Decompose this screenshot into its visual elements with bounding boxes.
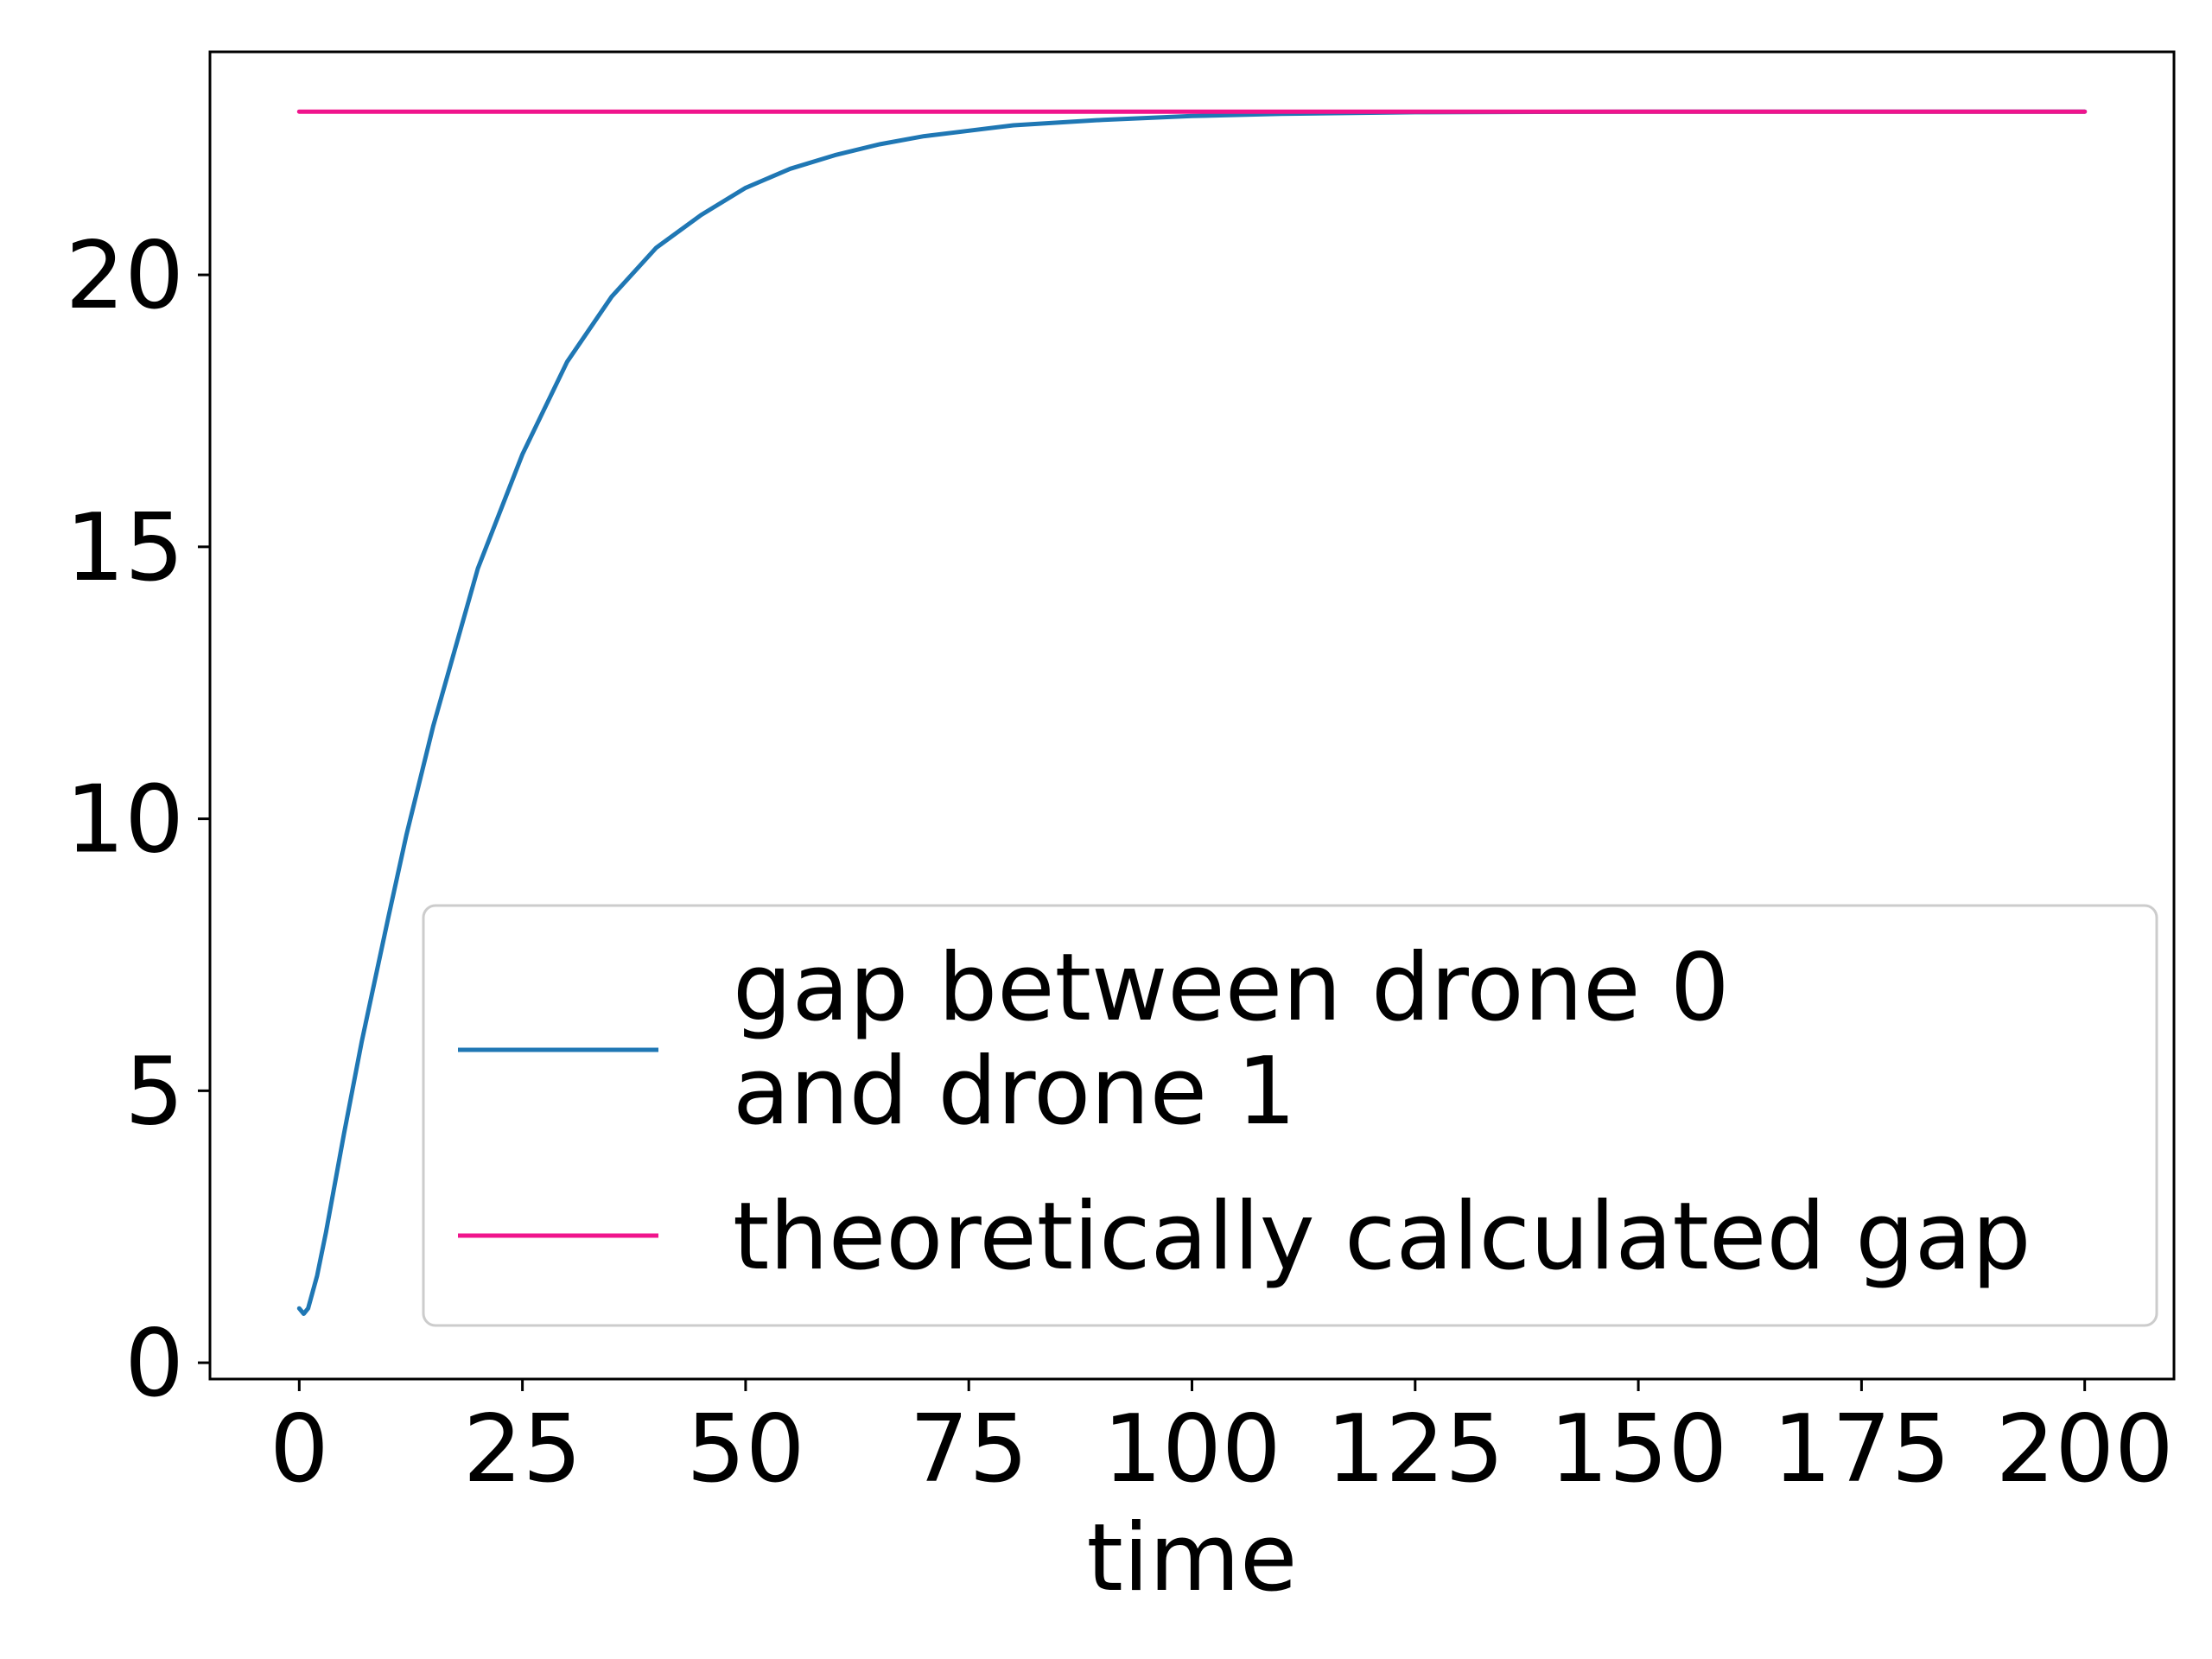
y-tick-label: 0 (124, 1310, 184, 1418)
series-line-0 (296, 109, 2088, 1316)
x-tick-label: 125 (1326, 1395, 1504, 1503)
y-tick-label: 5 (124, 1038, 184, 1146)
legend-label-0: and drone 1 (733, 1038, 1296, 1146)
x-tick-label: 75 (909, 1395, 1027, 1503)
y-tick-label: 15 (66, 494, 184, 602)
x-tick-label: 50 (686, 1395, 804, 1503)
series-layer (296, 109, 2088, 1316)
x-tick-label: 150 (1549, 1395, 1727, 1503)
ticks-layer: 0 25 50 75 100 125 150 175 200 0 5 10 15 20 (66, 222, 2174, 1503)
y-tick-label: 20 (66, 222, 184, 330)
x-tick-label: 200 (1996, 1395, 2174, 1503)
legend-label-0: gap between drone 0 (733, 934, 1730, 1042)
y-tick-label: 10 (66, 766, 184, 874)
x-tick-label: 25 (463, 1395, 582, 1503)
x-tick-label: 175 (1772, 1395, 1950, 1503)
x-tick-label: 0 (270, 1395, 329, 1503)
legend-label-1: theoretically calculated gap (733, 1183, 2031, 1291)
legend-box (422, 904, 2158, 1327)
x-tick-label: 100 (1103, 1395, 1281, 1503)
x-axis-title: time (1086, 1504, 1297, 1612)
